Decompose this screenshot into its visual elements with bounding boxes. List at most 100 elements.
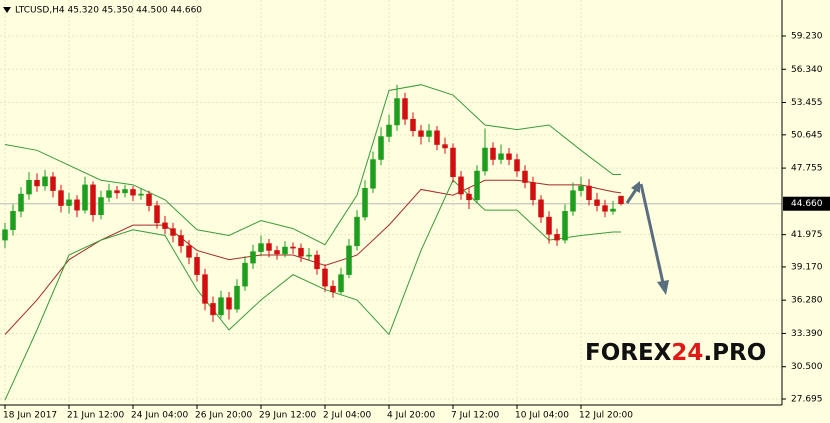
plot	[0, 0, 782, 405]
arrows	[625, 181, 669, 295]
y-tick-label: 33.390	[791, 329, 823, 339]
candle-body	[514, 159, 520, 172]
candle-body	[194, 257, 200, 275]
candle-body	[418, 130, 424, 137]
candle-body	[290, 246, 296, 249]
candle-body	[338, 274, 344, 293]
candle-body	[578, 185, 584, 191]
band-line	[4, 84, 621, 246]
candle-body	[314, 254, 320, 270]
candle-body	[498, 153, 504, 160]
candle-body	[146, 193, 152, 206]
y-tick-label: 59.230	[791, 32, 823, 42]
arrow-head	[631, 181, 640, 193]
candle-body	[610, 208, 616, 212]
candle-body	[162, 222, 168, 229]
candle-body	[202, 274, 208, 304]
y-tick-label: 56.340	[791, 65, 823, 75]
candle-body	[402, 98, 408, 120]
candle-body	[74, 199, 80, 211]
candle-body	[466, 193, 472, 201]
candle-body	[554, 234, 560, 241]
y-tick-label: 41.975	[791, 230, 823, 240]
candle-body	[106, 190, 112, 198]
menu-icon	[3, 7, 11, 13]
candle-body	[122, 189, 128, 194]
watermark-part: FOREX	[585, 340, 672, 366]
candle-body	[218, 297, 224, 316]
candle-body	[138, 193, 144, 196]
candle-body	[394, 98, 400, 126]
candle-body	[82, 184, 88, 211]
candle-body	[250, 251, 256, 264]
candle-body	[186, 245, 192, 258]
candle-body	[154, 205, 160, 224]
candle-body	[34, 179, 40, 187]
candle-body	[426, 130, 432, 137]
arrow-up	[625, 187, 639, 204]
candle-body	[2, 229, 8, 241]
candle-body	[434, 130, 440, 145]
candle-body	[298, 247, 304, 257]
candle-body	[522, 170, 528, 183]
candle-body	[50, 176, 56, 191]
x-tick-label: 7 Jul 12:00	[451, 411, 500, 421]
candle-body	[618, 195, 624, 204]
candle-body	[362, 188, 368, 218]
candle-body	[378, 136, 384, 160]
candle-body	[538, 199, 544, 218]
candle-body	[42, 176, 48, 187]
arrow-down	[639, 183, 665, 284]
x-tick-label: 24 Jun 04:00	[131, 411, 188, 421]
watermark-part: .PRO	[703, 340, 766, 366]
candle-body	[282, 246, 288, 255]
candle-body	[98, 197, 104, 216]
candle-body	[66, 199, 72, 206]
candle-body	[170, 228, 176, 236]
candle-body	[474, 170, 480, 201]
candle-body	[114, 190, 120, 194]
candle-body	[594, 199, 600, 206]
candle-body	[530, 182, 536, 201]
candle-body	[18, 193, 24, 212]
candle-body	[410, 118, 416, 131]
candle-body	[570, 190, 576, 212]
current-price-box	[783, 196, 830, 211]
candle-body	[386, 124, 392, 137]
candle-body	[482, 147, 488, 172]
x-tick-label: 2 Jul 04:00	[323, 411, 372, 421]
chart-title: LTCUSD,H4 45.320 45.350 44.500 44.660	[15, 6, 202, 16]
y-tick-label: 39.170	[791, 262, 823, 272]
candle-body	[370, 159, 376, 189]
y-tick-label: 30.500	[791, 362, 823, 372]
y-tick-label: 53.455	[791, 98, 823, 108]
candle-body	[546, 216, 552, 235]
x-tick-label: 26 Jun 20:00	[195, 411, 252, 421]
x-tick-label: 29 Jun 12:00	[259, 411, 316, 421]
candle-body	[266, 243, 272, 251]
candle-body	[234, 285, 240, 310]
candle-body	[450, 147, 456, 178]
y-tick-label: 47.755	[791, 164, 823, 174]
candle-body	[330, 285, 336, 293]
candle-body	[58, 190, 64, 206]
x-tick-label: 4 Jul 20:00	[387, 411, 436, 421]
watermark-part: 24	[671, 340, 703, 366]
candle-body	[602, 205, 608, 212]
y-tick-label: 50.645	[791, 130, 823, 140]
candle-body	[26, 179, 32, 195]
candle-body	[258, 243, 264, 252]
candle-body	[354, 216, 360, 247]
candle-body	[562, 211, 568, 241]
candle-body	[586, 185, 592, 201]
current-price-label: 44.660	[791, 199, 823, 209]
candle-body	[442, 144, 448, 149]
candle-body	[506, 153, 512, 160]
x-tick-label: 18 Jun 2017	[3, 411, 57, 421]
candle-body	[226, 297, 232, 310]
arrow-head	[657, 280, 669, 295]
x-tick-label: 10 Jul 04:00	[515, 411, 569, 421]
candle-body	[306, 254, 312, 257]
